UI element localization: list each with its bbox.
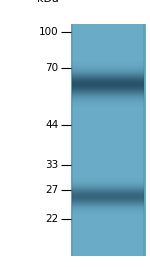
Bar	[72, 72, 144, 73]
Bar	[72, 64, 144, 65]
Bar	[72, 194, 144, 195]
Bar	[72, 96, 144, 97]
Bar	[72, 196, 144, 197]
Bar	[72, 211, 144, 212]
Bar	[72, 181, 144, 182]
Bar	[72, 93, 144, 94]
Bar	[72, 76, 144, 77]
Bar	[72, 104, 144, 105]
Text: kDa: kDa	[37, 0, 58, 4]
Bar	[72, 97, 144, 98]
Bar	[72, 205, 144, 206]
Bar	[72, 81, 144, 82]
Bar	[72, 107, 144, 108]
Bar	[72, 189, 144, 190]
Bar	[72, 199, 144, 200]
Bar	[72, 61, 144, 62]
Bar	[72, 83, 144, 84]
Bar	[72, 86, 144, 87]
Text: 33: 33	[45, 160, 58, 170]
Bar	[72, 68, 144, 69]
Bar	[72, 69, 144, 70]
Bar	[70, 24, 73, 256]
Bar	[72, 197, 144, 198]
Bar	[72, 178, 144, 179]
Bar	[143, 24, 145, 256]
Bar	[72, 182, 144, 183]
Bar	[72, 78, 144, 79]
Text: 27: 27	[45, 185, 58, 195]
Bar	[72, 82, 144, 83]
Bar	[72, 67, 144, 68]
Bar	[72, 177, 144, 178]
Bar	[72, 66, 144, 67]
Bar	[72, 65, 144, 66]
Bar	[72, 198, 144, 199]
Bar	[72, 63, 144, 64]
Bar	[72, 105, 144, 106]
Bar	[72, 74, 144, 75]
Bar	[72, 75, 144, 76]
Bar	[72, 213, 144, 214]
Bar	[72, 204, 144, 205]
Bar	[72, 187, 144, 188]
Bar	[72, 201, 144, 202]
Text: 100: 100	[39, 26, 58, 37]
Bar	[72, 84, 144, 85]
Bar	[72, 95, 144, 96]
Bar	[72, 185, 144, 186]
Bar	[72, 208, 144, 209]
Bar	[72, 200, 144, 201]
Bar	[72, 77, 144, 78]
Bar	[72, 192, 144, 193]
Bar	[72, 210, 144, 211]
Bar	[72, 102, 144, 103]
Bar	[72, 101, 144, 102]
Bar	[72, 209, 144, 210]
Bar	[72, 94, 144, 95]
Bar	[72, 71, 144, 72]
Text: 70: 70	[45, 62, 58, 73]
Bar	[72, 212, 144, 213]
Bar	[72, 80, 144, 81]
Bar	[72, 186, 144, 187]
Bar	[72, 180, 144, 181]
Bar	[72, 88, 144, 89]
Bar	[72, 103, 144, 104]
Bar	[72, 190, 144, 191]
Bar	[72, 202, 144, 203]
Bar	[72, 92, 144, 93]
Bar	[72, 179, 144, 180]
Bar	[72, 62, 144, 63]
Bar	[72, 188, 144, 189]
Bar	[72, 73, 144, 74]
Bar	[72, 193, 144, 194]
Bar	[72, 98, 144, 99]
Bar	[72, 215, 144, 216]
Bar	[72, 90, 144, 91]
Bar	[72, 79, 144, 80]
Text: 22: 22	[45, 214, 58, 224]
Bar	[70, 24, 146, 256]
Bar	[72, 183, 144, 184]
Bar	[72, 191, 144, 192]
Bar	[72, 89, 144, 90]
Bar	[72, 70, 144, 71]
Bar	[72, 100, 144, 101]
Text: 44: 44	[45, 120, 58, 130]
Bar	[72, 203, 144, 204]
Bar	[72, 207, 144, 208]
Bar	[72, 91, 144, 92]
Bar	[72, 206, 144, 207]
Bar	[72, 85, 144, 86]
Bar	[72, 106, 144, 107]
Bar	[72, 184, 144, 185]
Bar	[72, 195, 144, 196]
Bar	[72, 214, 144, 215]
Bar	[72, 99, 144, 100]
Bar	[72, 87, 144, 88]
